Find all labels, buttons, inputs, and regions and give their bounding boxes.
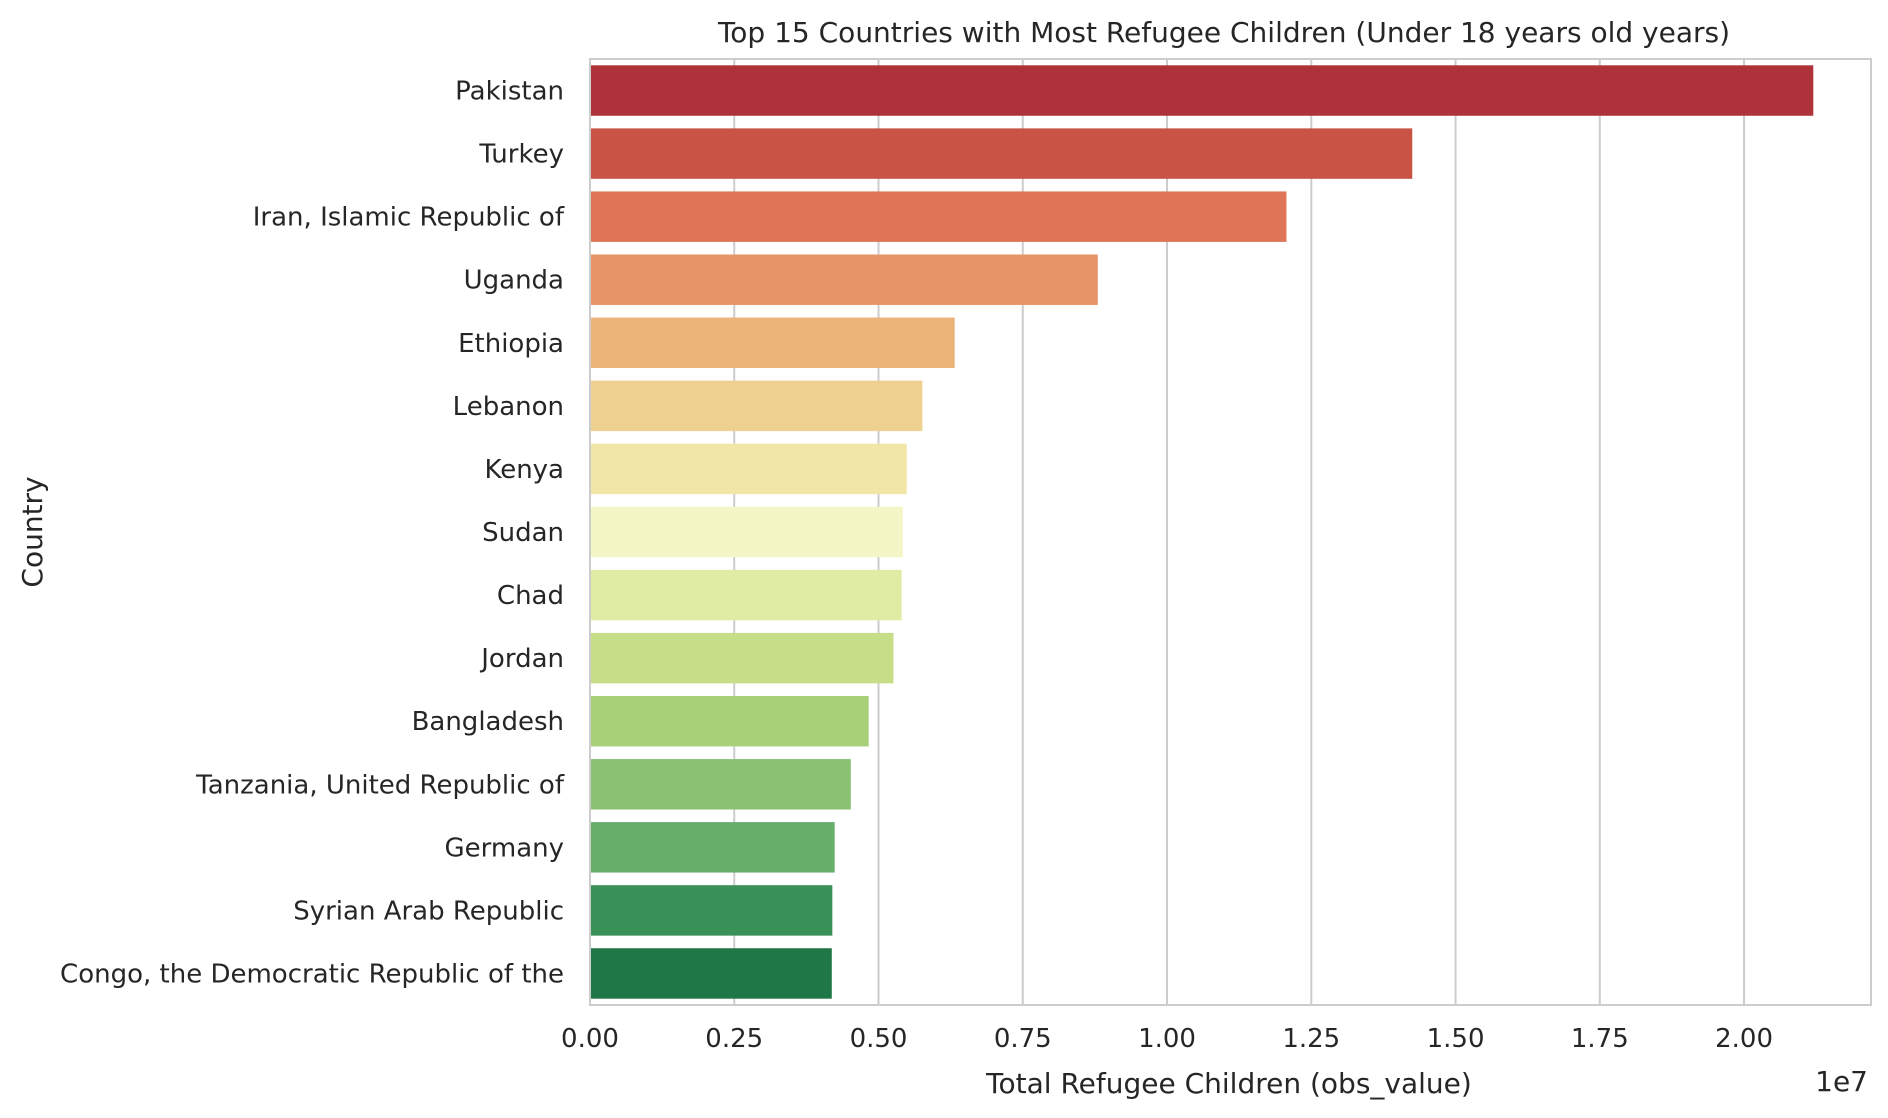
x-tick-label: 0.25 xyxy=(705,1024,763,1054)
x-tick-label: 1.00 xyxy=(1138,1024,1196,1054)
bar xyxy=(590,885,833,936)
bars xyxy=(590,65,1814,999)
bar xyxy=(590,317,955,369)
y-tick-label: Uganda xyxy=(464,266,564,296)
y-tick-labels: Pakistan Turkey Iran, Islamic Republic of U… xyxy=(60,77,565,990)
bar xyxy=(590,759,851,810)
y-tick-label: Syrian Arab Republic xyxy=(293,896,564,926)
bar xyxy=(590,695,869,747)
x-tick-label: 2.00 xyxy=(1715,1024,1773,1054)
bar xyxy=(590,380,923,432)
x-tick-label: 0.75 xyxy=(994,1024,1052,1054)
x-tick-labels: 0.00 0.25 0.50 0.75 1.00 1.25 1.50 1.75 2.00 xyxy=(561,1024,1773,1054)
x-tick-label: 1.50 xyxy=(1427,1024,1485,1054)
y-tick-label: Germany xyxy=(444,833,564,863)
y-tick-label: Sudan xyxy=(482,518,564,548)
y-tick-label: Congo, the Democratic Republic of the xyxy=(60,959,564,989)
x-axis-label: Total Refugee Children (obs_value) xyxy=(985,1067,1472,1100)
y-tick-label: Bangladesh xyxy=(412,707,564,737)
y-tick-label: Kenya xyxy=(484,455,564,485)
bar xyxy=(590,948,832,999)
bar xyxy=(590,65,1814,116)
x-tick-label: 0.00 xyxy=(561,1024,619,1054)
y-tick-label: Ethiopia xyxy=(458,329,564,359)
y-tick-label: Tanzania, United Republic of xyxy=(195,770,565,800)
y-tick-label: Pakistan xyxy=(455,77,564,107)
x-tick-label: 1.25 xyxy=(1282,1024,1340,1054)
bar xyxy=(590,254,1098,305)
x-tick-label: 0.50 xyxy=(850,1024,908,1054)
bar xyxy=(590,191,1287,242)
bar xyxy=(590,632,894,684)
y-tick-label: Jordan xyxy=(479,644,564,674)
bar xyxy=(590,569,902,621)
y-axis-label: Country xyxy=(16,476,49,587)
bar xyxy=(590,506,903,558)
x-offset-label: 1e7 xyxy=(1815,1065,1868,1098)
plot-frame xyxy=(589,58,1872,1006)
chart-title: Top 15 Countries with Most Refugee Child… xyxy=(717,16,1730,49)
x-tick-label: 1.75 xyxy=(1571,1024,1629,1054)
bar xyxy=(590,443,907,495)
y-tick-label: Lebanon xyxy=(453,392,564,422)
y-tick-label: Iran, Islamic Republic of xyxy=(253,203,565,233)
bar xyxy=(590,822,835,873)
y-tick-label: Chad xyxy=(497,581,564,611)
y-tick-label: Turkey xyxy=(478,140,564,170)
bar xyxy=(590,128,1413,179)
